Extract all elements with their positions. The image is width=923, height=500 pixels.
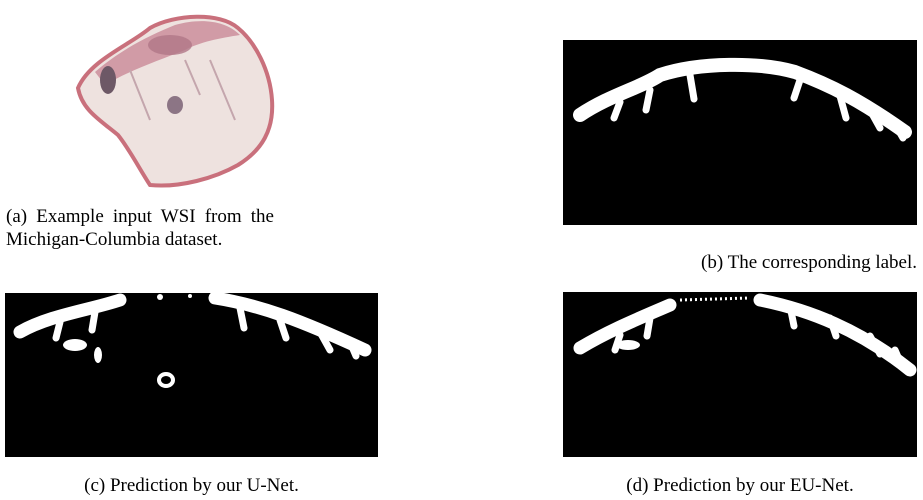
eunet-prediction-image — [563, 292, 917, 457]
caption-b: (b) The corresponding label. — [563, 251, 917, 274]
caption-c: (c) Prediction by our U-Net. — [5, 474, 378, 497]
unet-prediction-image — [5, 293, 378, 457]
figure: (a) Example input WSI from the Michigan-… — [0, 0, 923, 500]
caption-d: (d) Prediction by our EU-Net. — [563, 474, 917, 497]
wsi-image — [78, 17, 272, 186]
caption-a: (a) Example input WSI from the Michigan-… — [6, 205, 274, 251]
label-image — [563, 40, 917, 225]
